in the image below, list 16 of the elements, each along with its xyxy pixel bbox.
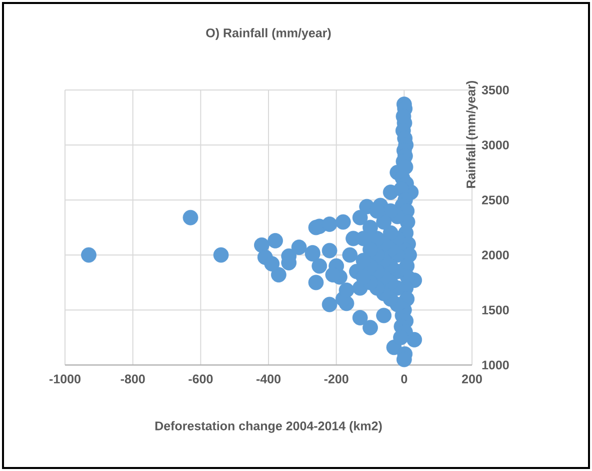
y-tick-label: 1000 [482, 360, 509, 370]
x-tick-label: -800 [120, 374, 145, 384]
x-tick-label: -200 [324, 374, 348, 384]
y-tick-label: 3500 [482, 86, 509, 94]
x-tick-label: -1000 [50, 374, 80, 384]
x-tick-label: 0 [401, 374, 408, 384]
y-tick-label: 2000 [482, 250, 509, 260]
y-tick-label: 3000 [482, 140, 509, 150]
x-tick-label: 200 [462, 374, 482, 384]
x-tick-label: -600 [188, 374, 213, 384]
x-axis-title: Deforestation change 2004-2014 (km2) [155, 421, 382, 433]
y-axis-title: Rainfall (mm/year) [466, 80, 478, 188]
x-tick-label: -400 [256, 374, 281, 384]
chart-title: O) Rainfall (mm/year) [206, 28, 331, 40]
y-tick-label: 2500 [482, 196, 509, 204]
y-tick-label: 1500 [482, 306, 509, 314]
